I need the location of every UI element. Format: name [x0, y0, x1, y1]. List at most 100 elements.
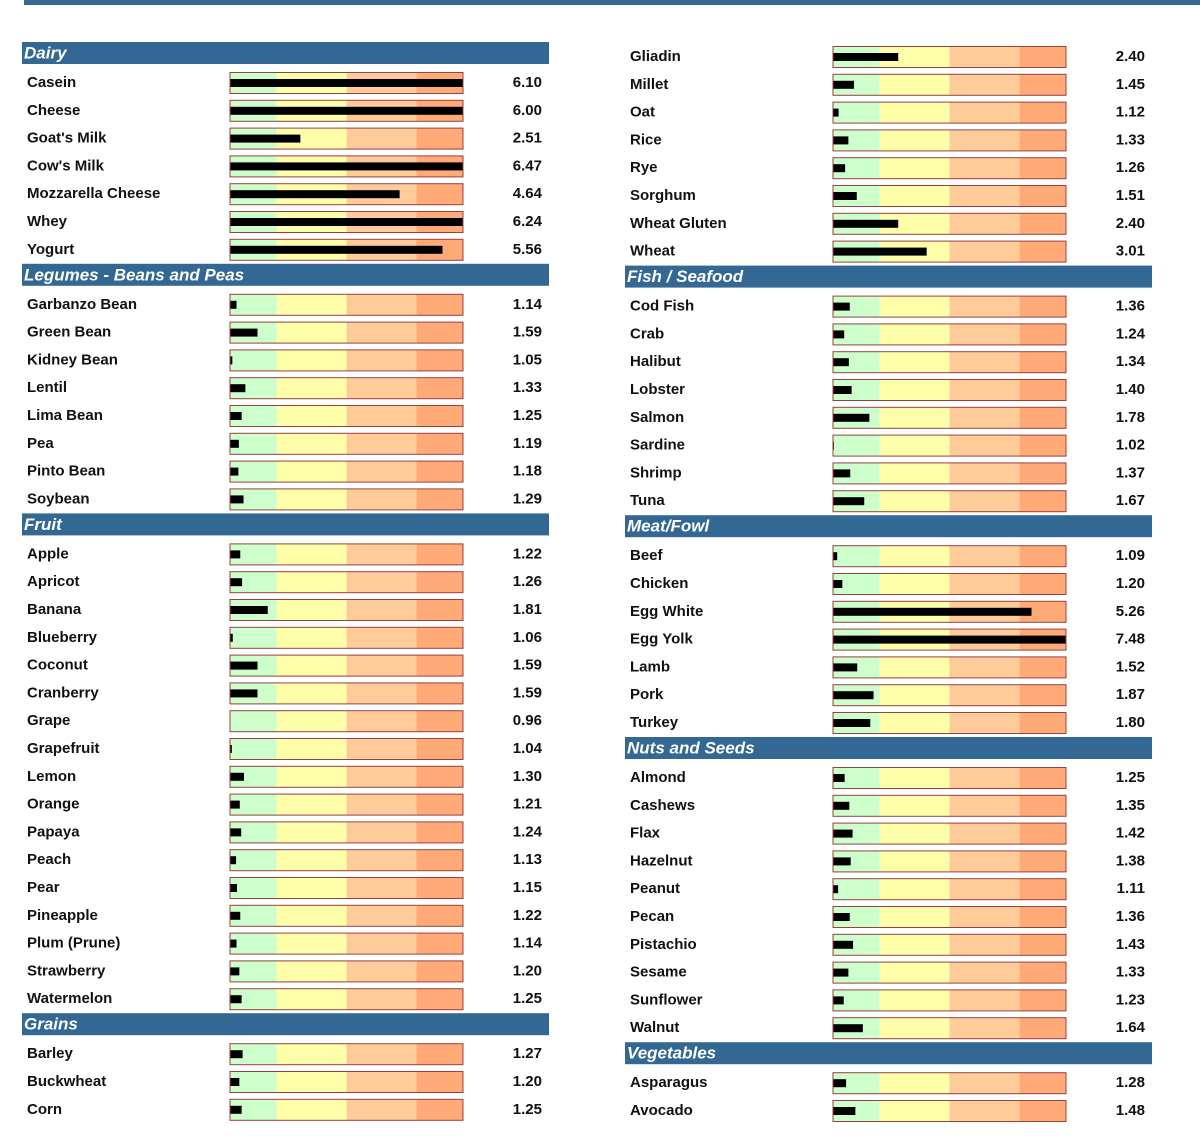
top-band: [24, 0, 1200, 5]
group-header: [22, 42, 549, 64]
zone: [949, 767, 1020, 789]
zone: [276, 1099, 347, 1121]
item-label: Lobster: [630, 381, 685, 398]
box-border: [229, 99, 464, 122]
item-label: Chicken: [630, 575, 688, 592]
zone: [416, 1099, 463, 1121]
zone: [949, 102, 1020, 124]
box-border: [832, 379, 1067, 401]
value-label: 1.43: [1116, 936, 1145, 953]
item-label: Cod Fish: [630, 298, 694, 315]
zone: [230, 433, 277, 455]
zone: [416, 599, 463, 621]
zone: [1019, 850, 1066, 872]
box-border: [229, 72, 464, 94]
zone: [416, 988, 463, 1010]
bar: [833, 358, 849, 367]
zone: [879, 157, 950, 179]
zone: [879, 379, 950, 401]
box-border: [229, 821, 464, 844]
zone: [346, 377, 417, 399]
item-label: Casein: [27, 74, 76, 91]
value-label: 1.59: [513, 657, 542, 674]
box-border: [229, 377, 464, 400]
zone: [276, 322, 347, 344]
zone: [416, 128, 463, 150]
zone: [833, 573, 880, 595]
bar: [230, 384, 246, 393]
box-border: [832, 712, 1067, 734]
zone: [949, 407, 1020, 429]
item-label: Salmon: [630, 409, 684, 426]
value-label: 1.36: [1116, 908, 1145, 925]
bar: [230, 967, 240, 976]
zone: [230, 571, 277, 593]
bar: [230, 633, 233, 642]
item-label: Garbanzo Bean: [27, 296, 137, 313]
bar: [230, 1105, 242, 1114]
value-label: 1.30: [513, 768, 542, 785]
box-border: [229, 432, 464, 455]
value-label: 1.37: [1116, 464, 1145, 481]
zone: [833, 850, 880, 872]
zone: [1019, 241, 1066, 263]
zone: [1019, 545, 1066, 567]
zone: [949, 379, 1020, 401]
zone: [879, 102, 950, 124]
bar: [230, 79, 463, 87]
item-label: Mozzarella Cheese: [27, 185, 160, 202]
zone: [346, 627, 417, 649]
zone: [416, 960, 463, 982]
zone: [949, 157, 1020, 179]
box-border: [229, 877, 464, 899]
box-border: [229, 932, 464, 955]
zone: [879, 1100, 950, 1122]
value-label: 1.59: [513, 324, 542, 341]
zone: [346, 766, 417, 788]
bar: [230, 495, 244, 504]
zone: [416, 877, 463, 899]
zone: [346, 1043, 417, 1065]
zone: [230, 988, 277, 1010]
bar: [833, 469, 851, 478]
zone: [416, 1043, 463, 1065]
zone: [416, 405, 463, 427]
zone: [879, 1017, 950, 1039]
item-label: Apricot: [27, 573, 80, 590]
zone: [949, 712, 1020, 734]
zone: [1019, 712, 1066, 734]
item-label: Sorghum: [630, 187, 696, 204]
zone: [276, 543, 347, 565]
group-header: [22, 1013, 549, 1036]
bar: [230, 300, 237, 309]
zone: [949, 490, 1020, 512]
zone: [230, 821, 277, 843]
value-label: 1.25: [513, 1101, 542, 1118]
item-label: Buckwheat: [27, 1073, 106, 1090]
bar: [833, 219, 899, 228]
zone: [879, 296, 950, 318]
zone: [230, 1043, 277, 1065]
zone: [230, 405, 277, 427]
zone: [416, 849, 463, 871]
zone: [416, 294, 463, 316]
zone: [1019, 989, 1066, 1011]
box-border: [832, 794, 1067, 817]
zone: [230, 794, 277, 816]
box-border: [832, 989, 1067, 1012]
box-border: [832, 933, 1067, 956]
item-label: Pea: [27, 435, 54, 452]
box-border: [229, 321, 464, 344]
group-title: Meat/Fowl: [627, 517, 710, 536]
zone: [1019, 1017, 1066, 1039]
value-label: 5.26: [1116, 603, 1145, 620]
zone: [276, 766, 347, 788]
bar: [230, 328, 258, 337]
zone: [879, 46, 950, 68]
zone: [879, 989, 950, 1011]
zone: [276, 821, 347, 843]
zone: [833, 1100, 880, 1122]
zone: [1019, 573, 1066, 595]
box-border: [832, 295, 1067, 318]
bar: [833, 801, 850, 810]
